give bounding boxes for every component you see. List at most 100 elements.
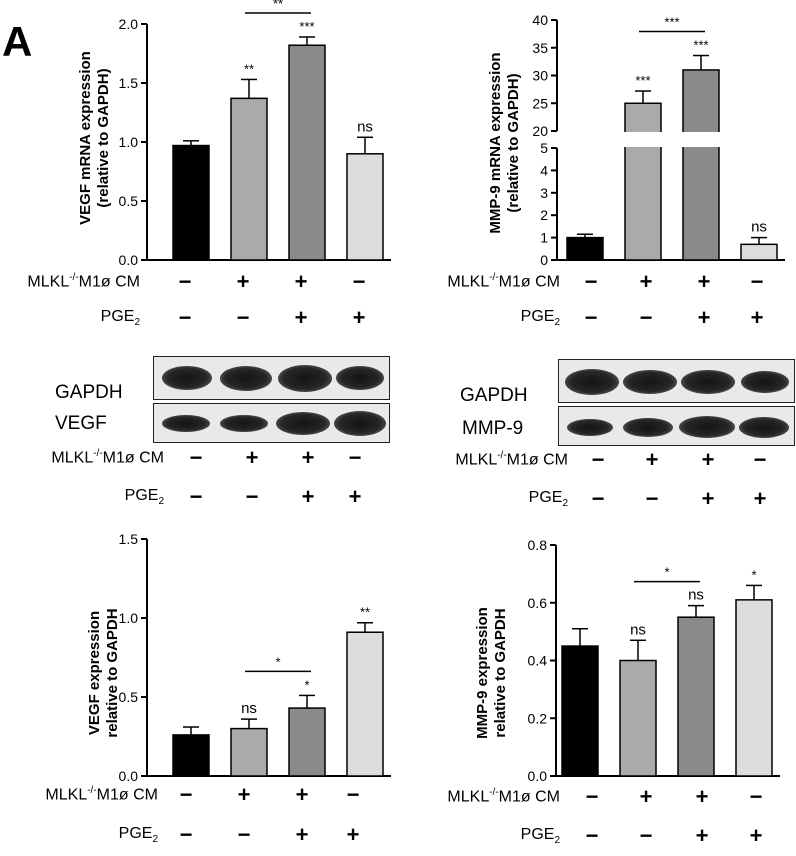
minus-sign: − [639,823,653,848]
bar [677,616,715,777]
band [739,417,789,438]
y-tick-label: 0.6 [528,595,548,611]
y-tick-label: 2 [540,207,548,223]
bar [682,69,720,261]
pge2-label: PGE2 [528,489,568,510]
plus-sign: + [697,269,711,294]
minus-sign: − [584,269,598,294]
y-tick-label: 0.4 [528,653,548,669]
bar [230,727,268,777]
plus-sign: + [245,445,259,470]
blot-right-gapdh [558,359,795,403]
y-tick-label: 1.5 [119,75,139,91]
significance-label: ns [241,700,257,717]
plus-sign: + [295,822,309,847]
plus-sign: + [237,782,251,807]
bar [566,236,604,261]
panel-letter: A [2,18,33,65]
band [681,370,735,394]
chart-mmp9-protein: 0.0 0.2 0.4 0.6 0.8 ns ns * * [528,537,780,784]
y-tick-label: 3 [540,185,548,201]
minus-sign: − [749,784,763,809]
blot-left-top-label: GAPDH [55,382,123,403]
plus-sign: + [701,486,715,511]
chart-c3-ylabel: VEGF expression relative to GAPDH [86,608,121,738]
y-tick-label: 5 [540,140,548,156]
significance-label: * [304,677,309,692]
band [336,366,384,390]
minus-sign: − [584,305,598,330]
y-tick-label: 0.5 [119,193,139,209]
minus-sign: − [236,305,250,330]
minus-sign: − [245,484,259,509]
plus-sign: + [294,305,308,330]
band [741,371,789,393]
blot-right-mmp9 [558,406,795,446]
bracket-label: *** [664,15,679,30]
band [567,419,613,436]
significance-label: * [751,567,756,582]
bar [288,44,326,261]
plus-sign: + [645,447,659,472]
band [334,411,386,436]
plus-sign: + [749,823,763,848]
plus-sign: + [697,305,711,330]
minus-sign: − [178,305,192,330]
significance-label: *** [299,19,314,34]
bar [735,599,773,777]
plus-sign: + [695,784,709,809]
y-tick-label: 25 [532,95,548,111]
blot-left-gapdh [153,356,390,400]
plus-sign: + [639,269,653,294]
mlkl-cm-label: MLKL-/-M1ø CM [447,787,560,806]
plus-sign: + [346,822,360,847]
bracket-label: ** [273,0,283,11]
mlkl-cm-label: MLKL-/-M1ø CM [45,785,158,804]
band [623,370,677,394]
mlkl-cm-label: MLKL-/-M1ø CM [27,272,140,291]
y-tick-label: 0.8 [528,537,548,553]
significance-label: ns [630,621,646,638]
y-tick-label: 0.5 [119,689,139,705]
minus-sign: − [352,269,366,294]
bar [230,97,268,261]
chart-vegf-protein: 0.00.51.01.5ns**** [119,531,391,784]
minus-sign: − [753,447,767,472]
y-tick-label: 1.0 [119,610,139,626]
minus-sign: − [348,445,362,470]
y-tick-label: 1.5 [119,531,139,547]
y-tick-label: 0 [540,252,548,268]
chart-c2-ylabel: MMP-9 mRNA expression (relative to GAPDH) [487,52,522,234]
pge2-label: PGE2 [124,487,164,508]
pge2-label: PGE2 [118,825,158,846]
plus-sign: + [639,784,653,809]
y-tick-label: 30 [532,68,548,84]
band [276,412,330,435]
bar [561,645,599,777]
significance-label: ns [751,219,767,236]
y-tick-label: 0.0 [119,252,139,268]
bracket-label: * [275,654,280,669]
minus-sign: − [645,486,659,511]
significance-label: *** [693,38,708,53]
y-tick-label: 0.0 [528,768,548,784]
y-tick-label: 20 [532,123,548,139]
band [220,415,268,432]
bar [346,153,384,261]
plus-sign: + [301,484,315,509]
y-tick-label: 1.0 [119,134,139,150]
plus-sign: + [701,447,715,472]
y-tick-label: 4 [540,162,548,178]
band [565,369,619,395]
minus-sign: − [639,305,653,330]
band [162,415,210,432]
minus-sign: − [585,784,599,809]
bracket-label: * [664,565,669,580]
plus-sign: + [750,305,764,330]
blot-left-vegf [153,403,390,443]
plus-sign: + [695,823,709,848]
plus-sign: + [236,269,250,294]
pge2-label: PGE2 [520,826,560,847]
y-tick-label: 1 [540,230,548,246]
band [220,366,272,391]
